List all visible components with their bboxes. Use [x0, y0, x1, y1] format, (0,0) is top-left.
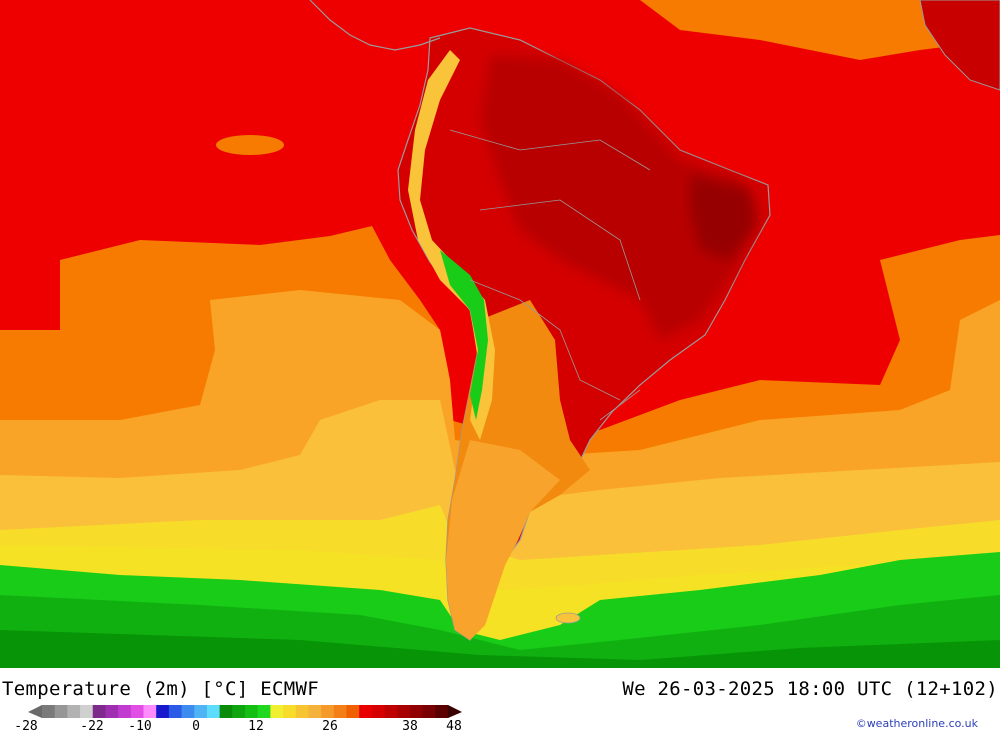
brazil-extreme-core — [690, 175, 755, 260]
legend-arrow-high — [448, 705, 462, 718]
legend-swatch — [359, 705, 373, 718]
legend-swatch — [206, 705, 221, 718]
legend-swatch — [245, 705, 259, 718]
product-title: Temperature (2m) [°C] ECMWF — [2, 678, 319, 700]
legend-swatch — [194, 705, 208, 718]
legend-swatch — [80, 705, 94, 718]
legend-swatch — [422, 705, 436, 718]
legend-swatch — [54, 705, 68, 718]
andes-green-peaks — [440, 250, 488, 420]
legend-swatch — [92, 705, 106, 718]
footer-bar — [0, 668, 1000, 733]
legend-arrow-low — [28, 705, 42, 718]
legend-swatch — [42, 705, 56, 718]
legend-swatch — [130, 705, 144, 718]
legend-swatch — [67, 705, 81, 718]
legend-tick-label: -28 — [14, 719, 38, 734]
andes-cold-strip — [408, 50, 495, 440]
legend-swatch — [270, 705, 284, 718]
band-orange-north — [640, 0, 1000, 60]
legend-tick-label: -22 — [80, 719, 104, 734]
patagonia-light-orange — [446, 440, 560, 640]
credit-link[interactable]: ©weatheronline.co.uk — [855, 717, 978, 730]
legend-swatch — [156, 705, 170, 718]
galapagos-patch — [216, 135, 284, 155]
legend-swatch — [257, 705, 271, 718]
legend-swatch — [308, 705, 322, 718]
legend-swatch — [346, 705, 360, 718]
legend-swatch — [219, 705, 233, 718]
valid-time-label: We 26-03-2025 18:00 UTC (12+102) — [622, 678, 998, 700]
legend-swatch — [321, 705, 335, 718]
temperature-map — [0, 0, 1000, 668]
legend-swatch — [435, 705, 449, 718]
legend-swatch — [232, 705, 246, 718]
legend-tick-label: 48 — [446, 719, 462, 734]
country-borders — [449, 129, 651, 421]
legend-swatch — [384, 705, 398, 718]
falkland-islands — [555, 612, 581, 624]
legend-swatch — [105, 705, 119, 718]
legend-swatch — [295, 705, 309, 718]
legend-swatch — [118, 705, 132, 718]
legend-swatch — [409, 705, 424, 718]
legend-swatch — [283, 705, 297, 718]
brazil-very-hot-core — [480, 55, 760, 340]
legend-tick-label: -10 — [128, 719, 152, 734]
legend-tick-label: 26 — [322, 719, 338, 734]
legend-swatch — [371, 705, 386, 718]
legend-swatch — [143, 705, 157, 718]
legend-swatch — [181, 705, 195, 718]
legend-swatch — [333, 705, 347, 718]
central-america-coast — [309, 0, 441, 51]
legend-swatch — [168, 705, 183, 718]
legend-tick-label: 12 — [248, 719, 264, 734]
color-scale-legend — [28, 705, 462, 718]
africa-edge — [919, 0, 1000, 91]
band-cold-green — [0, 630, 1000, 668]
legend-tick-label: 0 — [192, 719, 200, 734]
legend-swatch — [397, 705, 411, 718]
legend-tick-label: 38 — [402, 719, 418, 734]
